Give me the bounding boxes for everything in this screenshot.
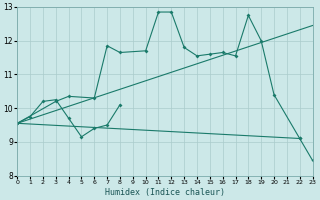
X-axis label: Humidex (Indice chaleur): Humidex (Indice chaleur) [105, 188, 225, 197]
